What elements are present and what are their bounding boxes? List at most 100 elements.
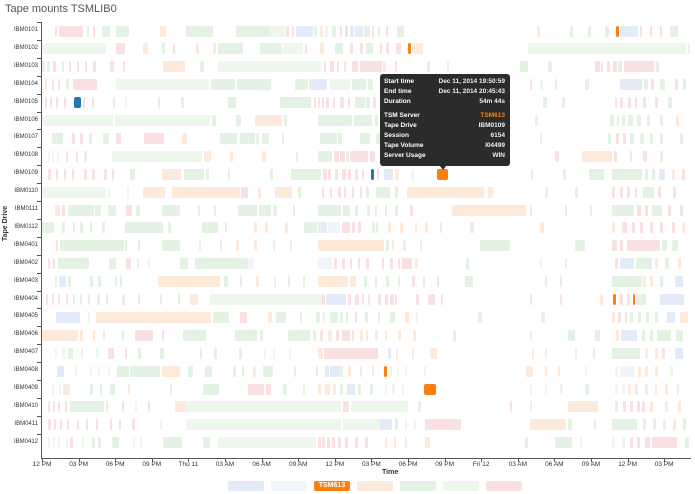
mount-bar[interactable] [612,437,615,449]
mount-bar[interactable] [672,240,678,252]
mount-bar[interactable] [360,240,384,252]
mount-bar[interactable] [447,61,449,73]
mount-bar[interactable] [366,329,368,341]
mount-bar[interactable] [333,383,336,395]
mount-bar[interactable] [175,401,187,413]
mount-bar[interactable] [637,204,641,216]
mount-bar[interactable] [360,329,363,341]
mount-bar[interactable] [292,25,294,37]
mount-bar[interactable] [258,186,261,198]
mount-bar[interactable] [73,222,75,234]
mount-bar[interactable] [255,115,282,126]
mount-bar[interactable] [336,329,339,341]
mount-bar[interactable] [395,204,398,216]
mount-bar[interactable] [540,132,542,144]
mount-bar[interactable] [543,97,547,109]
mount-bar[interactable] [668,97,672,109]
mount-bar[interactable] [617,115,619,126]
mount-bar[interactable] [412,276,415,288]
mount-bar[interactable] [283,43,303,55]
mount-bar[interactable] [620,365,635,377]
mount-bar[interactable] [545,365,547,377]
mount-bar[interactable] [190,294,198,305]
mount-bar[interactable] [665,401,668,413]
mount-bar[interactable] [123,61,125,73]
mount-bar[interactable] [367,204,370,216]
mount-bar[interactable] [630,401,633,413]
mount-bar[interactable] [254,222,257,234]
mount-bar[interactable] [110,419,112,431]
mount-bar[interactable] [660,150,663,162]
mount-bar[interactable] [186,401,341,413]
mount-bar[interactable] [266,383,271,395]
mount-bar[interactable] [112,150,202,162]
mount-bar[interactable] [92,437,95,449]
mount-bar[interactable] [555,150,559,162]
mount-bar[interactable] [657,329,671,341]
mount-bar[interactable] [653,419,656,431]
mount-bar[interactable] [322,311,325,323]
mount-bar[interactable] [330,61,334,73]
mount-bar[interactable] [368,79,373,91]
mount-bar[interactable] [163,437,182,449]
mount-bar[interactable] [42,115,113,126]
mount-bar[interactable] [122,294,125,305]
mount-bar[interactable] [253,365,256,377]
mount-bar[interactable] [621,329,637,341]
mount-bar[interactable] [407,186,484,198]
mount-bar[interactable] [240,311,247,323]
mount-bar[interactable] [85,61,87,73]
mount-bar[interactable] [70,437,73,449]
mount-bar[interactable] [48,168,51,180]
mount-bar[interactable] [205,365,212,377]
mount-bar[interactable] [364,276,367,288]
mount-bar[interactable] [42,222,54,234]
mount-bar[interactable] [378,311,380,323]
mount-bar[interactable] [383,61,386,73]
mount-bar[interactable] [333,97,335,109]
mount-bar[interactable] [162,43,165,55]
mount-bar[interactable] [305,43,307,55]
mount-bar[interactable] [238,204,257,216]
mount-bar[interactable] [423,276,425,288]
legend-item-1[interactable] [228,481,264,491]
mount-bar[interactable] [103,132,109,144]
mount-bar[interactable] [645,383,648,395]
mount-bar[interactable] [135,401,137,413]
mount-bar[interactable] [540,258,542,270]
mount-bar[interactable] [73,294,75,305]
mount-bar[interactable] [320,43,324,55]
mount-bar[interactable] [268,311,272,323]
mount-bar[interactable] [415,222,417,234]
mount-bar[interactable] [125,240,127,252]
mount-bar[interactable] [348,294,351,305]
mount-bar[interactable] [320,329,323,341]
mount-bar[interactable] [627,294,630,305]
mount-bar[interactable] [210,294,322,305]
mount-bar[interactable] [395,168,399,180]
mount-bar[interactable] [316,311,320,323]
mount-bar[interactable] [350,276,356,288]
mount-bar[interactable] [530,419,566,431]
mount-bar[interactable] [384,365,387,377]
mount-bar[interactable] [615,258,618,270]
mount-bar[interactable] [242,365,244,377]
mount-bar[interactable] [328,168,331,180]
mount-bar[interactable] [585,383,589,395]
mount-bar[interactable] [655,258,658,270]
mount-bar[interactable] [620,258,634,270]
mount-bar[interactable] [595,61,600,73]
mount-bar[interactable] [682,168,685,180]
mount-bar[interactable] [620,25,638,37]
mount-bar[interactable] [269,25,285,37]
mount-bar[interactable] [530,294,532,305]
mount-bar[interactable] [140,437,142,449]
mount-bar[interactable] [585,79,589,91]
mount-bar[interactable] [622,437,625,449]
mount-bar[interactable] [45,79,47,91]
mount-bar[interactable] [288,329,310,341]
mount-bar[interactable] [102,222,105,234]
mount-bar[interactable] [613,294,616,305]
mount-bar[interactable] [675,276,683,288]
mount-bar[interactable] [360,132,370,144]
